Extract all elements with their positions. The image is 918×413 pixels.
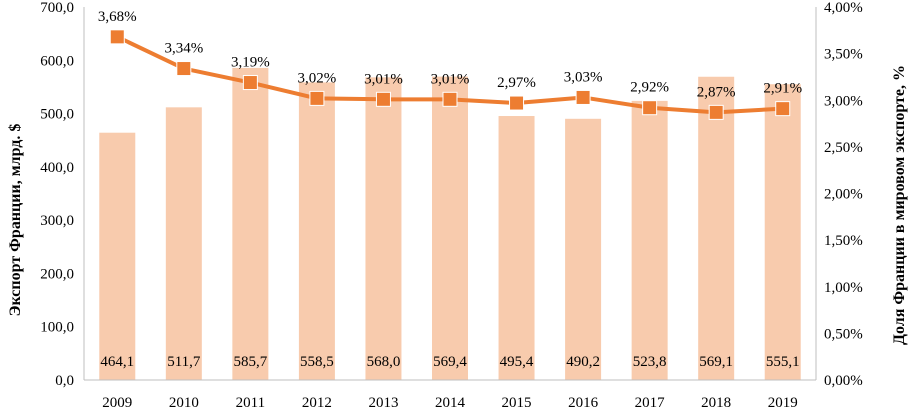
x-tick-label: 2014 xyxy=(435,395,466,411)
bar xyxy=(764,84,801,380)
x-tick-label: 2013 xyxy=(368,395,398,411)
left-y-axis-title: Экспорт Франции, млрд. $ xyxy=(7,124,24,317)
percent-label: 3,01% xyxy=(364,71,403,87)
line-marker xyxy=(176,61,192,77)
bar-value-label: 555,1 xyxy=(766,354,800,370)
left-y-tick-label: 100,0 xyxy=(40,320,74,336)
right-y-tick-label: 0,00% xyxy=(824,373,863,389)
x-tick-label: 2015 xyxy=(502,395,532,411)
left-y-tick-label: 600,0 xyxy=(40,53,74,69)
right-y-ticks: 0,00% 0,50% 1,00% 1,50% 2,00% 2,50% 3,00% 3,50%… xyxy=(824,0,863,389)
percent-label: 3,02% xyxy=(298,70,337,86)
axes xyxy=(83,7,817,381)
bar-value-label: 523,8 xyxy=(633,354,667,370)
line-marker xyxy=(109,29,125,45)
percent-label: 2,97% xyxy=(497,75,536,91)
right-y-tick-label: 3,50% xyxy=(824,47,863,63)
bar-value-label: 490,2 xyxy=(566,354,600,370)
bar-value-label: 495,4 xyxy=(500,354,534,370)
bar-value-label: 511,7 xyxy=(167,354,201,370)
left-y-tick-label: 400,0 xyxy=(40,160,74,176)
line-marker xyxy=(509,95,525,111)
line-series xyxy=(109,29,791,120)
x-tick-label: 2009 xyxy=(102,395,132,411)
percent-label: 3,03% xyxy=(564,69,603,85)
right-y-tick-label: 3,00% xyxy=(824,93,863,109)
right-y-tick-label: 2,50% xyxy=(824,140,863,156)
bar xyxy=(99,132,136,380)
bar xyxy=(232,67,269,380)
percent-label: 3,68% xyxy=(98,9,137,25)
bar-series xyxy=(99,67,801,381)
x-tick-label: 2017 xyxy=(635,395,666,411)
left-y-tick-label: 200,0 xyxy=(40,266,74,282)
left-y-ticks: 0,0 100,0 200,0 300,0 400,0 500,0 600,0 700,0 xyxy=(40,0,74,389)
percent-label: 3,19% xyxy=(231,55,270,71)
right-y-tick-label: 4,00% xyxy=(824,0,863,16)
bar-value-labels: 464,1 511,7 585,7 558,5 568,0 569,4 495,4 490,2… xyxy=(100,354,799,370)
bar xyxy=(698,76,735,380)
x-tick-label: 2010 xyxy=(169,395,199,411)
bar-value-label: 464,1 xyxy=(100,354,134,370)
percent-label: 2,91% xyxy=(763,81,802,97)
line-marker xyxy=(708,104,724,120)
bar-value-label: 569,4 xyxy=(433,354,467,370)
line-marker xyxy=(775,101,791,117)
bar xyxy=(432,76,468,381)
x-tick-label: 2016 xyxy=(568,395,599,411)
line-marker xyxy=(309,90,325,106)
right-y-axis-title: Доля Франции в мировом экспорте, % xyxy=(891,65,908,345)
x-tick-label: 2012 xyxy=(302,395,332,411)
bar xyxy=(498,116,535,380)
percent-label: 2,92% xyxy=(630,80,669,96)
percent-label: 2,87% xyxy=(697,84,736,100)
bar xyxy=(565,118,602,380)
right-y-tick-label: 1,50% xyxy=(824,233,863,249)
line-marker xyxy=(642,100,658,116)
percent-label: 3,34% xyxy=(164,41,203,57)
right-y-tick-label: 1,00% xyxy=(824,280,863,296)
line-marker xyxy=(575,89,591,105)
line-marker xyxy=(375,91,391,107)
x-tick-label: 2019 xyxy=(768,395,798,411)
bar-value-label: 569,1 xyxy=(699,354,733,370)
bar-value-label: 585,7 xyxy=(233,354,267,370)
bar-value-label: 568,0 xyxy=(367,354,401,370)
left-y-tick-label: 300,0 xyxy=(40,213,74,229)
bar xyxy=(365,77,402,380)
bar-value-label: 558,5 xyxy=(300,354,334,370)
bar xyxy=(631,100,668,380)
left-y-tick-label: 500,0 xyxy=(40,107,74,123)
right-y-tick-label: 0,50% xyxy=(824,326,863,342)
percent-label: 3,01% xyxy=(431,71,470,87)
bar xyxy=(165,107,202,380)
line-marker xyxy=(442,91,458,107)
left-y-tick-label: 0,0 xyxy=(55,373,74,389)
right-y-tick-label: 2,00% xyxy=(824,187,863,203)
line-marker xyxy=(242,75,258,91)
left-y-tick-label: 700,0 xyxy=(40,0,74,16)
percent-labels: 3,68% 3,34% 3,19% 3,02% 3,01% 3,01% 2,97% 3,03%… xyxy=(98,9,802,101)
x-tick-label: 2018 xyxy=(701,395,731,411)
bar xyxy=(298,82,335,380)
x-tick-label: 2011 xyxy=(236,395,265,411)
x-ticks: 2009 2010 2011 2012 2013 2014 2015 2016 2017 2018… xyxy=(102,395,797,411)
